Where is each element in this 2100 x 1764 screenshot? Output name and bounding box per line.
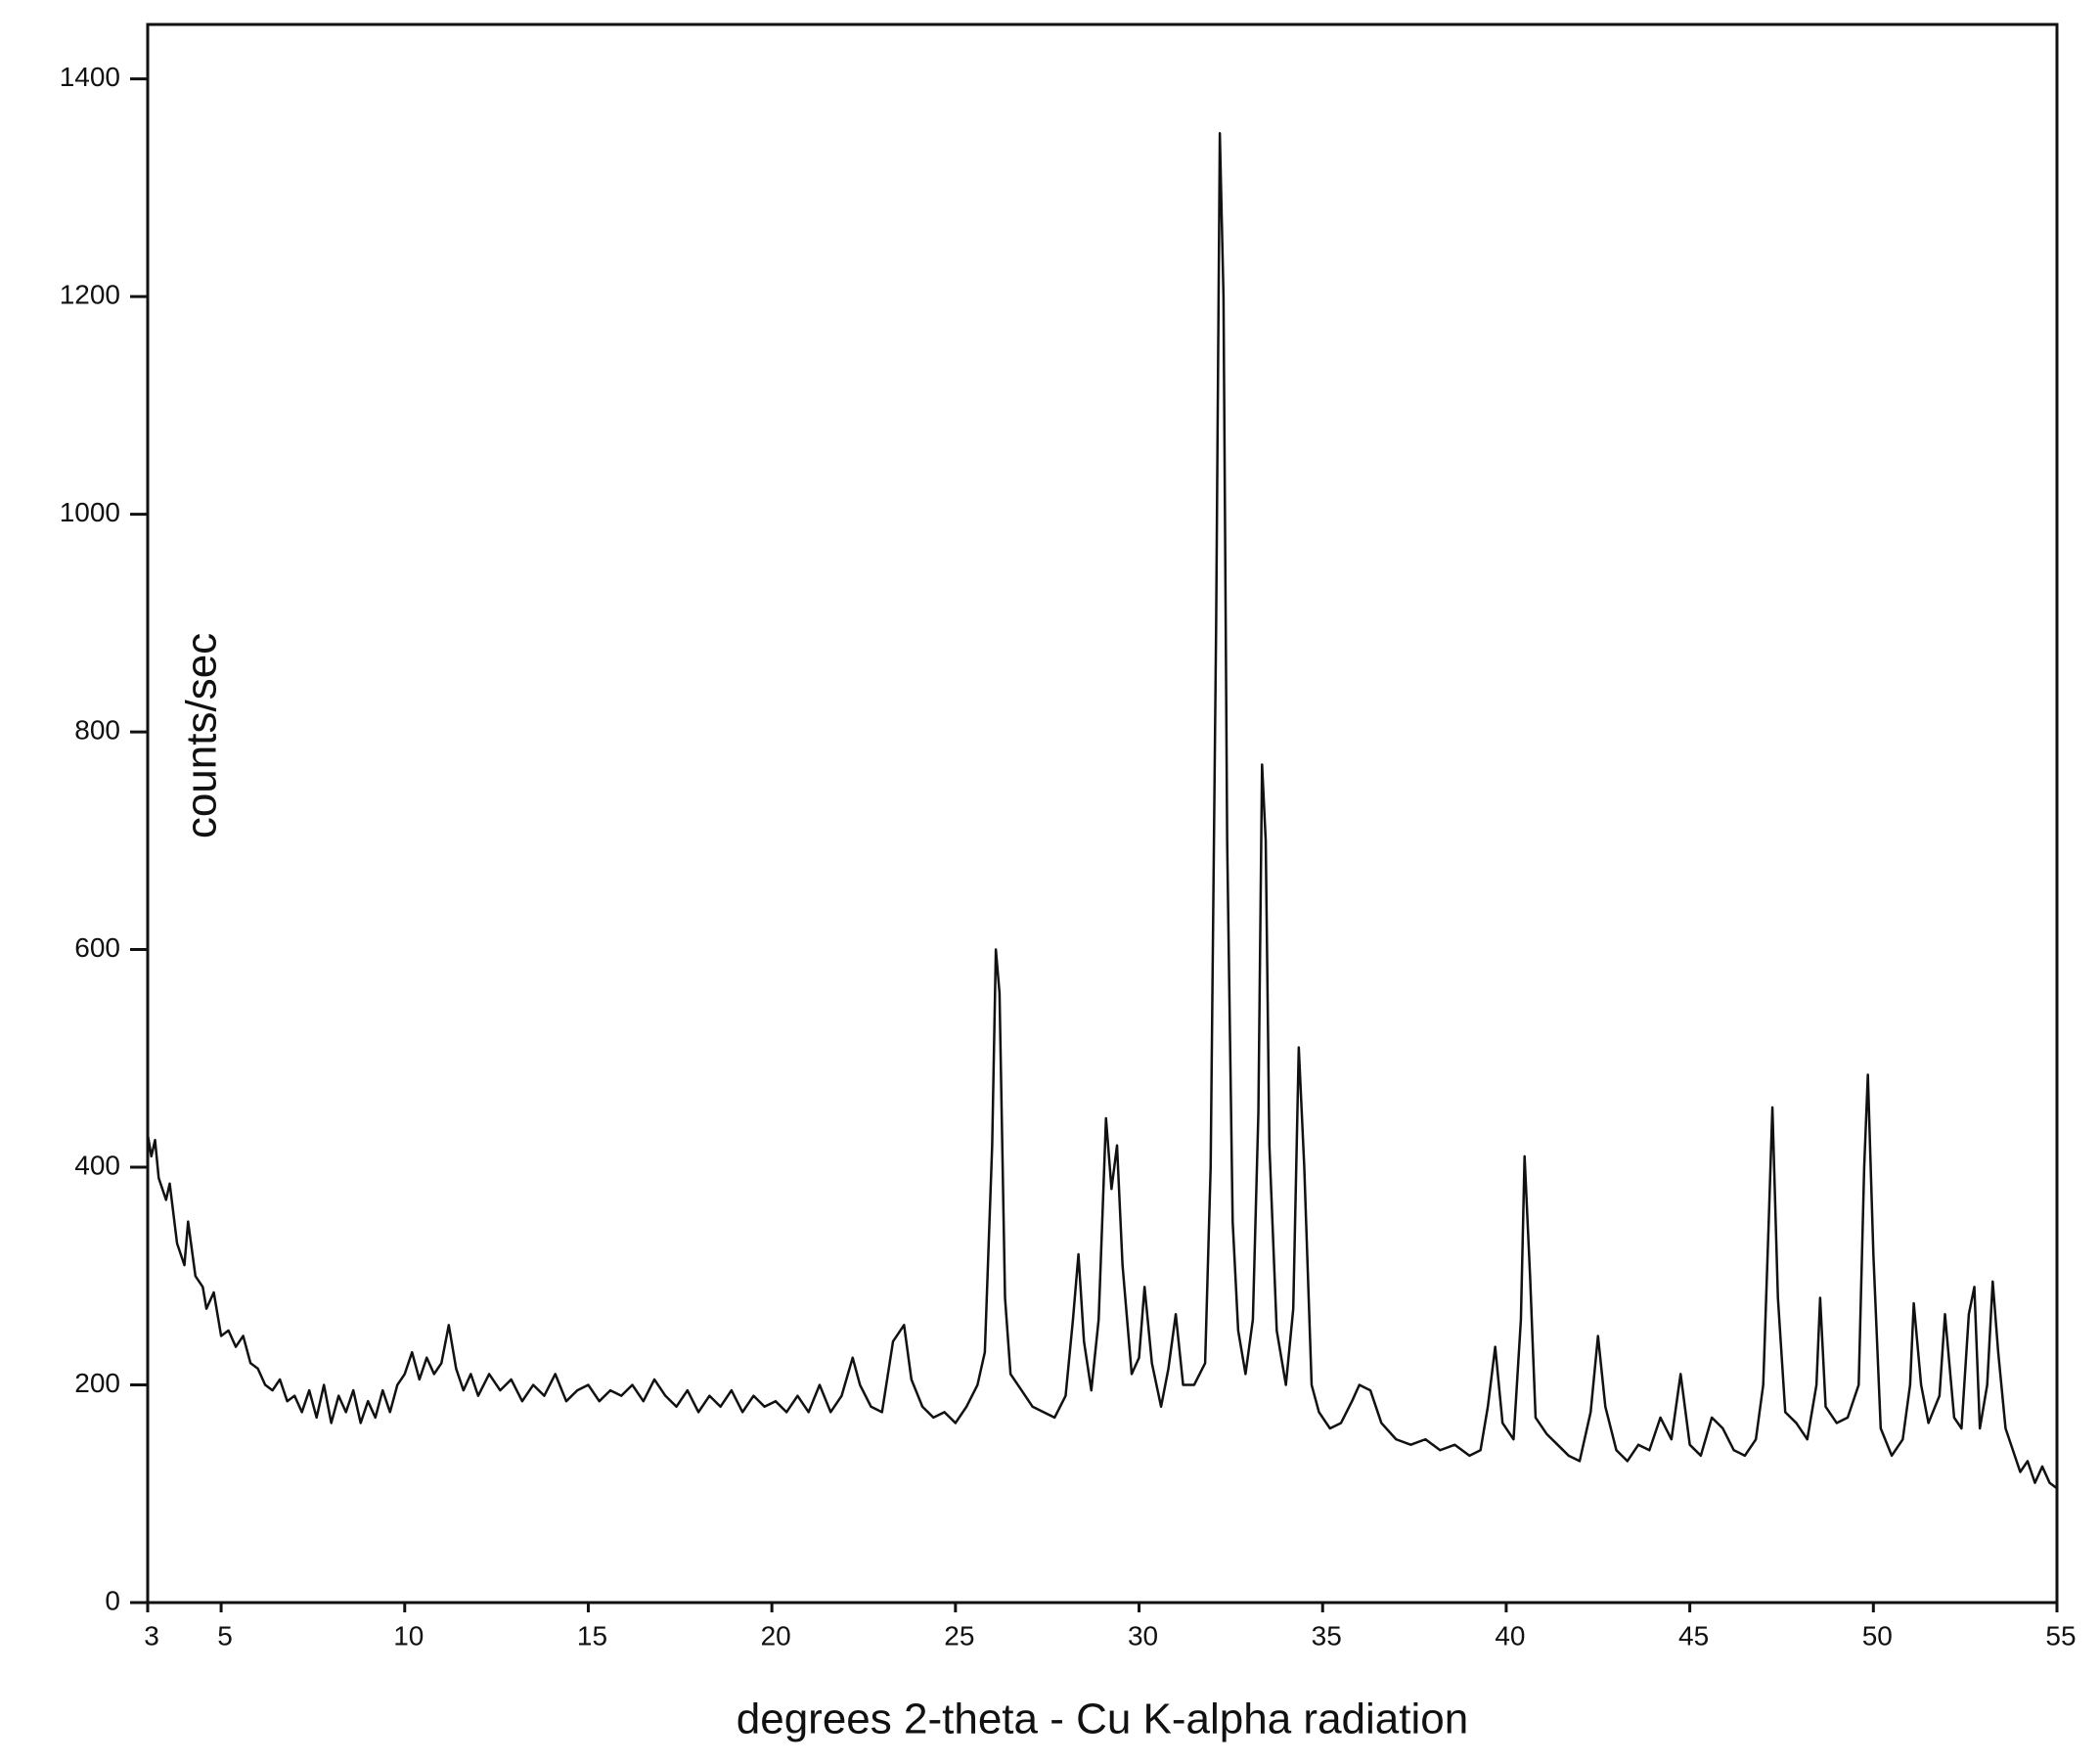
x-tick-label: 15 <box>577 1620 607 1651</box>
x-tick-label: 50 <box>1862 1620 1893 1651</box>
plot-frame <box>146 23 2059 1605</box>
x-tick-label: 20 <box>761 1620 791 1651</box>
y-tick-label: 200 <box>74 1368 120 1398</box>
x-tick-label: 10 <box>393 1620 424 1651</box>
x-tick-label: 55 <box>2045 1620 2076 1651</box>
y-tick-label: 800 <box>74 714 120 745</box>
y-tick-label: 0 <box>105 1585 120 1615</box>
x-tick-label: 5 <box>217 1620 233 1651</box>
y-tick-label: 400 <box>74 1150 120 1180</box>
x-tick-label: 45 <box>1678 1620 1709 1651</box>
y-tick-label: 600 <box>74 932 120 963</box>
y-tick-label: 1400 <box>60 62 120 92</box>
data-line <box>146 131 2058 1490</box>
x-tick-label: 25 <box>944 1620 974 1651</box>
x-tick-label: 35 <box>1312 1620 1342 1651</box>
x-axis-label: degrees 2-theta - Cu K-alpha radiation <box>737 1696 1468 1743</box>
y-tick-label: 1200 <box>60 279 120 309</box>
x-tick-label: 3 <box>144 1620 159 1651</box>
x-tick-label: 40 <box>1495 1620 1525 1651</box>
y-tick-label: 1000 <box>60 497 120 527</box>
y-axis-label: counts/sec <box>178 633 226 838</box>
x-tick-label: 30 <box>1128 1620 1158 1651</box>
